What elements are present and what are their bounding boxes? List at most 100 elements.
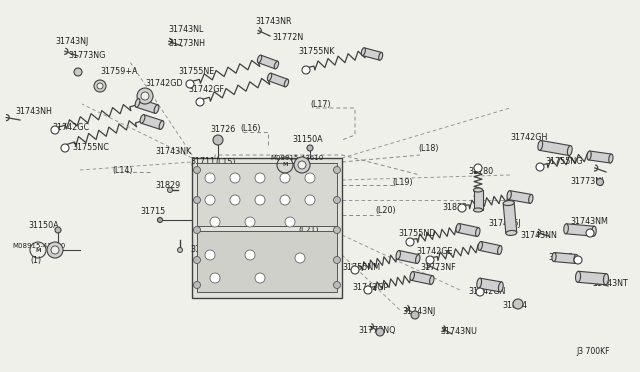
Text: J3 700KF: J3 700KF — [576, 347, 609, 356]
Ellipse shape — [499, 282, 503, 292]
Text: 31715P: 31715P — [220, 285, 250, 295]
Polygon shape — [479, 241, 500, 254]
Circle shape — [302, 66, 310, 74]
Circle shape — [333, 257, 340, 263]
Text: 31743NH: 31743NH — [15, 108, 52, 116]
Text: 31772N: 31772N — [272, 33, 303, 42]
Text: M: M — [282, 163, 288, 167]
Ellipse shape — [609, 154, 613, 163]
Text: 31742GF: 31742GF — [188, 86, 224, 94]
Circle shape — [586, 229, 594, 237]
Ellipse shape — [140, 115, 145, 123]
Ellipse shape — [396, 250, 401, 259]
Circle shape — [406, 238, 414, 246]
Bar — [197, 231, 337, 292]
Text: 31742GH: 31742GH — [510, 134, 547, 142]
Ellipse shape — [503, 201, 514, 206]
Ellipse shape — [497, 246, 502, 254]
Text: 31742GC: 31742GC — [52, 124, 89, 132]
Polygon shape — [589, 151, 611, 163]
Text: 31743NU: 31743NU — [440, 327, 477, 337]
Polygon shape — [141, 115, 163, 129]
Text: 31832: 31832 — [442, 203, 467, 212]
Polygon shape — [192, 158, 342, 298]
Text: 31773NQ: 31773NQ — [358, 326, 396, 334]
Polygon shape — [566, 224, 595, 236]
Ellipse shape — [604, 274, 609, 285]
Circle shape — [97, 83, 103, 89]
Ellipse shape — [429, 276, 434, 285]
Polygon shape — [258, 55, 278, 69]
Polygon shape — [136, 99, 158, 113]
Circle shape — [364, 286, 372, 294]
Ellipse shape — [477, 278, 481, 288]
Circle shape — [74, 68, 82, 76]
Circle shape — [255, 173, 265, 183]
Ellipse shape — [257, 55, 262, 63]
Text: 31755NK: 31755NK — [298, 48, 334, 57]
Polygon shape — [268, 73, 288, 87]
Ellipse shape — [379, 52, 383, 60]
Text: 31743NK: 31743NK — [155, 148, 191, 157]
Ellipse shape — [415, 255, 420, 263]
Circle shape — [295, 253, 305, 263]
Polygon shape — [412, 272, 433, 285]
Circle shape — [47, 242, 63, 258]
Text: 31742GD: 31742GD — [145, 80, 182, 89]
Text: 31711: 31711 — [190, 157, 215, 167]
Polygon shape — [458, 224, 479, 237]
Circle shape — [196, 98, 204, 106]
Text: 31833: 31833 — [548, 253, 573, 263]
Circle shape — [193, 196, 200, 203]
Circle shape — [280, 195, 290, 205]
Polygon shape — [503, 203, 516, 233]
Ellipse shape — [275, 61, 278, 69]
Text: 31829: 31829 — [190, 246, 215, 254]
Text: 31726: 31726 — [210, 125, 236, 135]
Polygon shape — [474, 190, 483, 210]
Circle shape — [205, 250, 215, 260]
Text: (L19): (L19) — [392, 177, 413, 186]
Text: (L20): (L20) — [375, 205, 396, 215]
Text: 31714: 31714 — [285, 253, 310, 263]
Circle shape — [411, 311, 419, 319]
Circle shape — [458, 204, 466, 212]
Circle shape — [305, 173, 315, 183]
Circle shape — [94, 80, 106, 92]
Ellipse shape — [507, 190, 511, 199]
Text: 31742GE: 31742GE — [416, 247, 452, 257]
Text: 31829: 31829 — [155, 180, 180, 189]
Text: 31773NF: 31773NF — [420, 263, 456, 273]
Text: 31715: 31715 — [140, 208, 165, 217]
Text: 31773NJ: 31773NJ — [570, 177, 604, 186]
Circle shape — [230, 173, 240, 183]
Circle shape — [294, 157, 310, 173]
Text: 31742GN: 31742GN — [468, 288, 506, 296]
Polygon shape — [362, 48, 381, 60]
Text: 31743NM: 31743NM — [570, 218, 608, 227]
Circle shape — [426, 256, 434, 264]
Text: (1): (1) — [295, 167, 306, 176]
Ellipse shape — [587, 151, 591, 160]
Ellipse shape — [538, 141, 543, 150]
Text: (L17): (L17) — [310, 99, 331, 109]
Circle shape — [245, 217, 255, 227]
Ellipse shape — [476, 228, 480, 237]
Circle shape — [186, 80, 194, 88]
Circle shape — [255, 273, 265, 283]
Circle shape — [245, 250, 255, 260]
Ellipse shape — [529, 195, 533, 203]
Polygon shape — [508, 191, 532, 203]
Circle shape — [280, 173, 290, 183]
Circle shape — [210, 217, 220, 227]
Circle shape — [193, 257, 200, 263]
Circle shape — [333, 196, 340, 203]
Circle shape — [476, 288, 484, 296]
Circle shape — [205, 173, 215, 183]
Ellipse shape — [159, 121, 164, 129]
Polygon shape — [397, 250, 419, 263]
Circle shape — [157, 218, 163, 222]
Ellipse shape — [284, 79, 289, 87]
Circle shape — [376, 328, 384, 336]
Circle shape — [55, 227, 61, 233]
